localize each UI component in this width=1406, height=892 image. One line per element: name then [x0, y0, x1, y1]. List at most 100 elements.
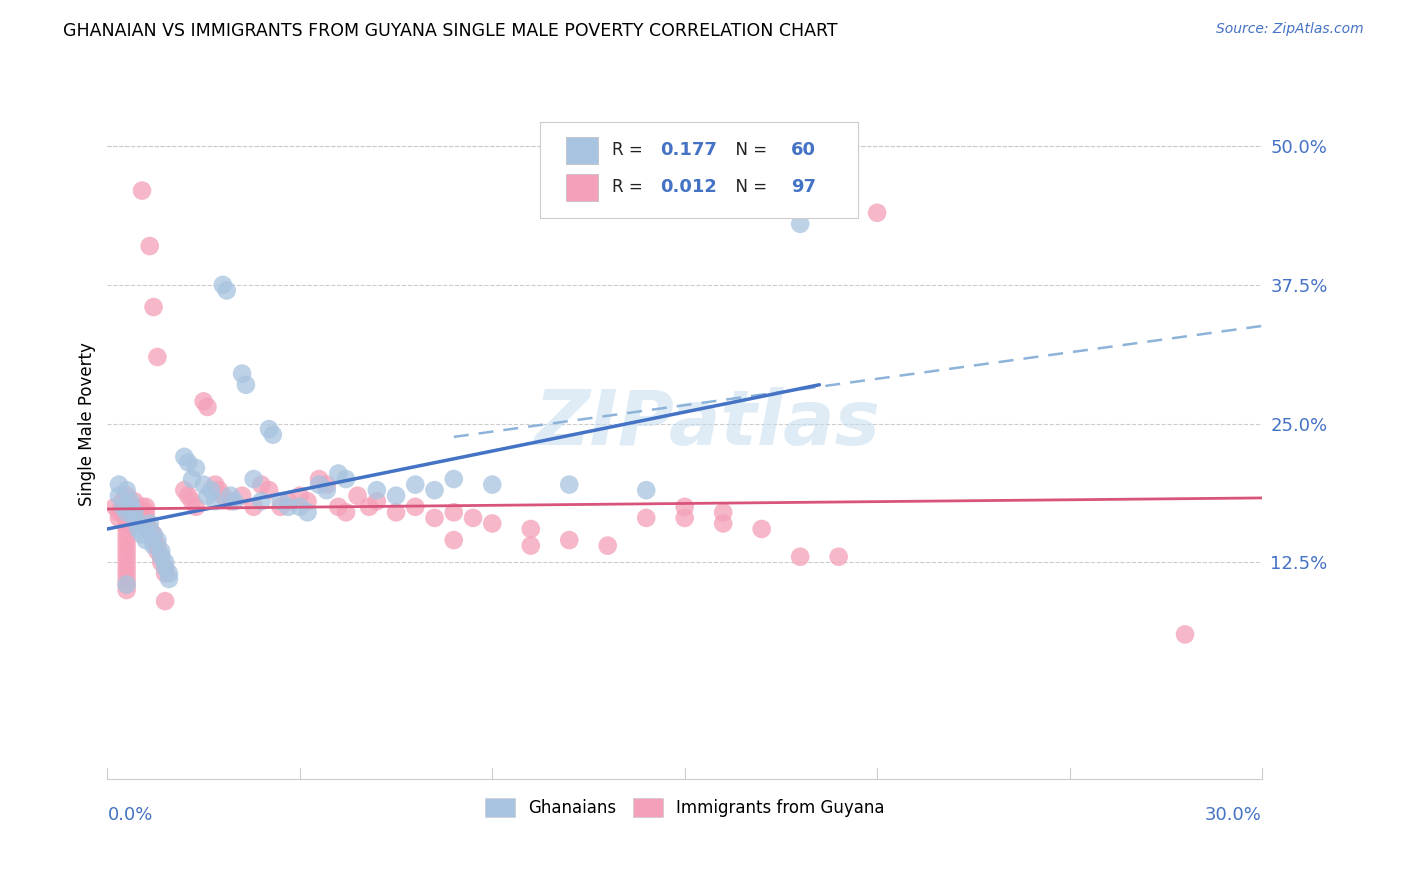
Point	[124, 505, 146, 519]
Point	[219, 494, 242, 508]
Point	[242, 472, 264, 486]
Point	[150, 544, 173, 558]
Point	[789, 549, 811, 564]
Point	[153, 561, 176, 575]
Point	[385, 489, 408, 503]
Text: N =: N =	[725, 141, 772, 159]
Point	[108, 511, 131, 525]
Point	[153, 566, 176, 581]
Point	[461, 511, 484, 525]
Text: ZIPatlas: ZIPatlas	[534, 386, 880, 460]
Point	[115, 533, 138, 547]
Point	[335, 505, 357, 519]
Point	[359, 500, 381, 514]
Point	[443, 505, 465, 519]
Point	[219, 489, 242, 503]
Point	[224, 494, 246, 508]
Point	[558, 477, 581, 491]
Point	[197, 400, 219, 414]
Point	[115, 544, 138, 558]
Point	[1174, 627, 1197, 641]
Point	[184, 461, 207, 475]
Point	[366, 494, 388, 508]
Point	[157, 572, 180, 586]
Point	[423, 483, 446, 498]
Point	[242, 500, 264, 514]
Point	[131, 505, 153, 519]
Point	[385, 505, 408, 519]
Point	[120, 500, 142, 514]
Point	[146, 539, 169, 553]
Point	[120, 500, 142, 514]
Point	[328, 500, 350, 514]
Point	[115, 505, 138, 519]
Point	[104, 500, 127, 514]
Point	[366, 483, 388, 498]
Point	[519, 539, 541, 553]
Point	[335, 472, 357, 486]
Point	[120, 505, 142, 519]
Text: N =: N =	[725, 178, 772, 196]
Text: 0.0%: 0.0%	[107, 806, 153, 824]
Point	[204, 494, 226, 508]
Y-axis label: Single Male Poverty: Single Male Poverty	[79, 342, 96, 506]
Text: Source: ZipAtlas.com: Source: ZipAtlas.com	[1216, 22, 1364, 37]
Point	[211, 489, 233, 503]
Point	[146, 350, 169, 364]
Point	[111, 505, 134, 519]
Point	[115, 561, 138, 575]
Point	[115, 505, 138, 519]
Bar	[565, 136, 598, 163]
Point	[115, 572, 138, 586]
Point	[131, 527, 153, 541]
Point	[481, 516, 503, 531]
Point	[108, 505, 131, 519]
Point	[211, 277, 233, 292]
Point	[288, 489, 311, 503]
Point	[131, 184, 153, 198]
Point	[120, 494, 142, 508]
Point	[297, 505, 319, 519]
Point	[173, 483, 195, 498]
Text: R =: R =	[612, 141, 648, 159]
Bar	[565, 174, 598, 201]
Point	[142, 533, 165, 547]
Point	[135, 533, 157, 547]
Point	[142, 300, 165, 314]
Point	[120, 516, 142, 531]
Point	[711, 505, 734, 519]
Point	[208, 483, 231, 498]
Point	[297, 494, 319, 508]
Point	[177, 489, 200, 503]
Point	[127, 516, 149, 531]
Point	[115, 522, 138, 536]
Text: 60: 60	[792, 141, 815, 159]
Point	[308, 477, 330, 491]
Point	[262, 427, 284, 442]
Point	[193, 477, 215, 491]
Point	[315, 477, 337, 491]
Point	[150, 549, 173, 564]
Point	[181, 472, 204, 486]
Point	[150, 549, 173, 564]
Point	[231, 489, 253, 503]
Point	[346, 489, 368, 503]
Point	[142, 527, 165, 541]
Point	[277, 500, 299, 514]
Point	[673, 500, 696, 514]
Point	[270, 500, 292, 514]
Point	[235, 377, 257, 392]
Point	[115, 489, 138, 503]
Point	[215, 284, 238, 298]
Point	[443, 533, 465, 547]
Point	[124, 500, 146, 514]
Point	[127, 516, 149, 531]
Point	[636, 511, 658, 525]
Point	[481, 477, 503, 491]
Text: 0.177: 0.177	[661, 141, 717, 159]
Point	[181, 494, 204, 508]
Point	[138, 239, 160, 253]
Point	[404, 477, 426, 491]
Point	[138, 516, 160, 531]
Point	[193, 394, 215, 409]
